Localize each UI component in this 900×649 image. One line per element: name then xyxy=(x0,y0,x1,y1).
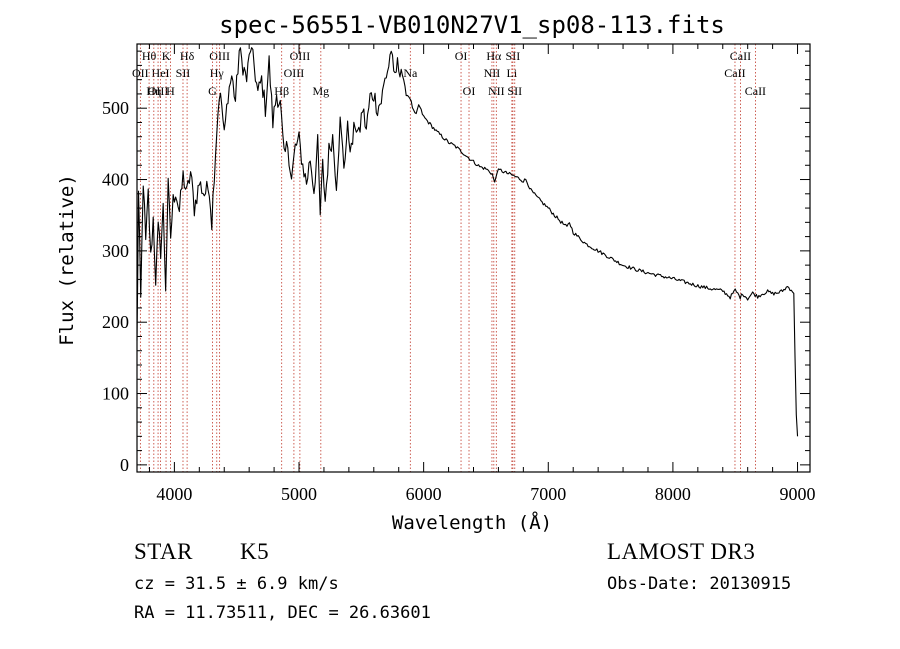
line-marker-label: Hγ xyxy=(210,66,225,80)
line-marker-label: OIII xyxy=(290,49,311,63)
line-marker-label: Hδ xyxy=(180,49,195,63)
x-tick-label: 8000 xyxy=(655,484,691,504)
line-marker-label: Hβ xyxy=(274,84,289,98)
spectrum-line xyxy=(136,47,799,437)
x-tick-label: 4000 xyxy=(156,484,192,504)
line-marker-label: OI xyxy=(463,84,476,98)
object-subclass: K5 xyxy=(240,539,270,564)
line-marker-label: NII xyxy=(488,84,505,98)
x-tick-label: 5000 xyxy=(281,484,317,504)
line-marker-label: OIII xyxy=(148,84,169,98)
line-marker-label: OI xyxy=(455,49,468,63)
x-axis-ticks: 4000 5000 6000 7000 8000 9000 xyxy=(148,44,816,504)
line-marker-label: Mg xyxy=(312,84,329,98)
y-tick-label: 300 xyxy=(102,241,129,261)
line-marker-label: CaII xyxy=(745,84,766,98)
line-marker-label: SII xyxy=(176,66,191,80)
line-marker-label: Hα xyxy=(486,49,502,63)
x-tick-label: 7000 xyxy=(530,484,566,504)
line-marker-label: OII xyxy=(132,66,149,80)
redshift-velocity: cz = 31.5 ± 6.9 km/s xyxy=(134,574,339,594)
line-marker-label: SII xyxy=(506,49,521,63)
line-marker-label: Hθ xyxy=(142,49,157,63)
x-tick-label: 9000 xyxy=(780,484,816,504)
y-tick-label: 0 xyxy=(120,455,129,475)
chart-title: spec-56551-VB010N27V1_sp08-113.fits xyxy=(219,11,725,39)
observation-date: Obs-Date: 20130915 xyxy=(607,574,792,594)
y-tick-label: 200 xyxy=(102,312,129,332)
spectrum-layer xyxy=(136,47,799,437)
line-marker-label: Na xyxy=(403,66,418,80)
survey-name: LAMOST DR3 xyxy=(607,539,756,564)
line-marker-label: HeI xyxy=(152,66,170,80)
y-axis-ticks: 0 100 200 300 400 500 xyxy=(102,50,810,475)
line-marker-label: Hη xyxy=(146,84,161,98)
line-marker-label: K xyxy=(162,49,171,63)
y-tick-label: 500 xyxy=(102,98,129,118)
y-tick-label: 100 xyxy=(102,384,129,404)
coordinates: RA = 11.73511, DEC = 26.63601 xyxy=(134,603,431,623)
y-axis-label: Flux (relative) xyxy=(56,174,78,346)
x-axis-label: Wavelength (Å) xyxy=(392,511,552,534)
x-tick-label: 6000 xyxy=(406,484,442,504)
line-marker-label: G xyxy=(208,84,217,98)
line-marker-label: CaII xyxy=(730,49,751,63)
line-marker-label: OIII xyxy=(284,66,305,80)
plot-frame xyxy=(136,43,811,473)
y-tick-label: 400 xyxy=(102,170,129,190)
object-class: STAR xyxy=(134,539,193,564)
line-marker-label: NII xyxy=(484,66,501,80)
line-marker-label: SII xyxy=(507,84,522,98)
line-marker-label: CaII xyxy=(724,66,745,80)
line-marker-label: Li xyxy=(507,66,518,80)
line-marker-label: H xyxy=(166,84,175,98)
line-marker-label: OIII xyxy=(209,49,230,63)
